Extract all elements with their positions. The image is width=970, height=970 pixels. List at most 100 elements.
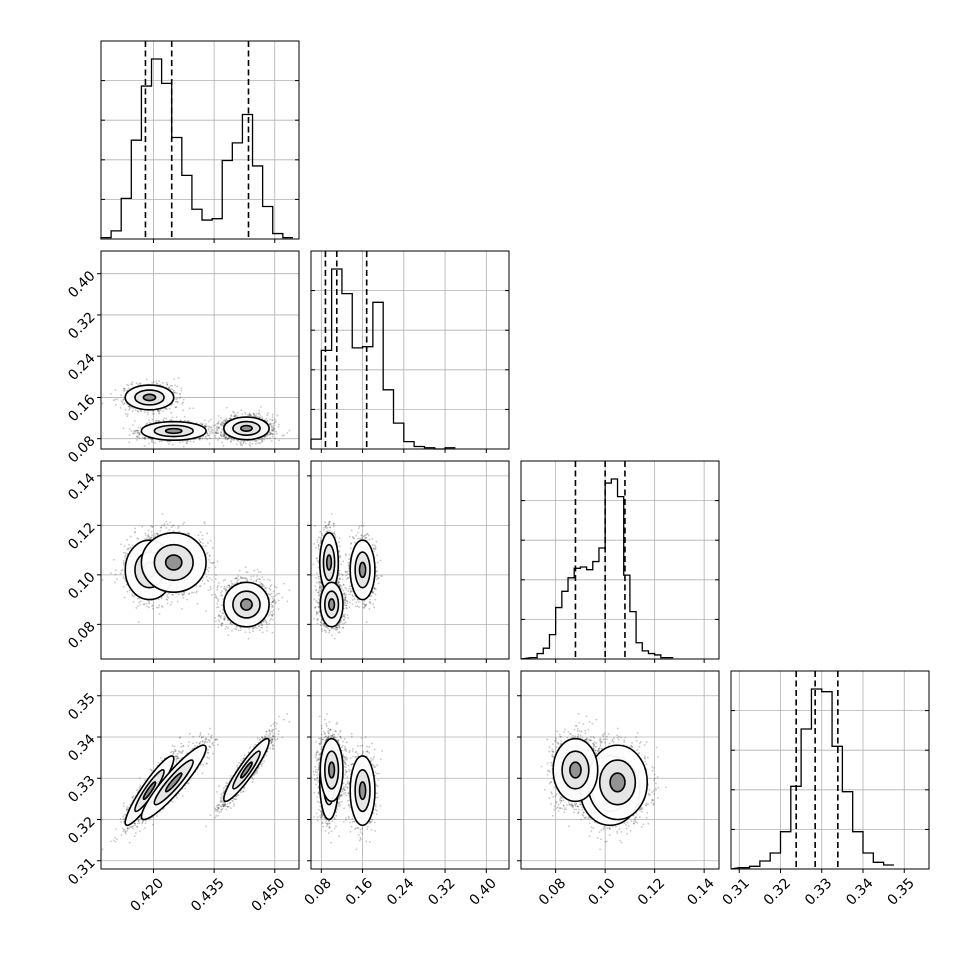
sample-point [246, 571, 249, 574]
sample-point [205, 575, 208, 578]
sample-point [241, 444, 244, 447]
sample-point [242, 442, 245, 445]
sample-point [185, 442, 188, 444]
sample-point [120, 394, 123, 397]
sample-point [144, 532, 147, 535]
sample-point [261, 440, 264, 443]
sample-point [235, 414, 238, 417]
sample-point [131, 383, 134, 386]
sample-point [151, 441, 154, 444]
sample-point [261, 439, 264, 441]
sample-point [114, 389, 117, 391]
sample-point [138, 437, 141, 440]
sample-point [270, 423, 273, 426]
sample-point [249, 445, 252, 447]
sample-point [266, 578, 269, 581]
sample-point [249, 413, 252, 416]
sample-point [270, 428, 273, 431]
sample-point [269, 619, 271, 622]
sample-point [221, 423, 224, 426]
sample-point [198, 437, 201, 440]
sample-point [174, 384, 176, 387]
sample-point [224, 436, 227, 439]
sample-point [203, 424, 206, 427]
sample-point [135, 382, 138, 385]
sample-point [122, 586, 125, 588]
sample-point [159, 409, 162, 411]
sample-point [139, 383, 142, 385]
sample-point [266, 434, 269, 437]
sample-point [236, 411, 239, 414]
sample-point [176, 401, 179, 404]
sample-point [137, 429, 139, 432]
sample-point [270, 433, 272, 436]
sample-point [210, 430, 213, 433]
sample-point [215, 427, 218, 430]
sample-point [128, 434, 131, 436]
sample-point [269, 437, 271, 440]
sample-point [204, 425, 207, 428]
sample-point [173, 392, 176, 394]
sample-point [272, 427, 275, 429]
sample-point [205, 425, 208, 428]
sample-point [174, 406, 177, 409]
sample-point [178, 397, 181, 400]
sample-point [222, 444, 225, 447]
sample-point [179, 419, 182, 422]
sample-point [144, 436, 147, 439]
sample-point [124, 413, 127, 415]
sample-point [182, 445, 185, 448]
sample-point [270, 429, 273, 432]
sample-point [241, 577, 244, 580]
sample-point [143, 603, 146, 605]
sample-point [216, 432, 218, 435]
sample-point [271, 419, 274, 422]
sample-point [180, 387, 183, 390]
scatter-p1-p2 [101, 377, 291, 448]
sample-point [266, 437, 269, 440]
sample-point [209, 437, 211, 439]
sample-point [236, 439, 239, 442]
sample-point [183, 415, 186, 418]
sample-point [272, 430, 275, 433]
sample-point [200, 423, 203, 426]
sample-point [278, 439, 280, 442]
sample-point [253, 414, 256, 417]
sample-point [199, 436, 202, 439]
sample-point [234, 415, 237, 417]
sample-point [223, 435, 225, 438]
sample-point [221, 594, 223, 597]
sample-point [142, 437, 145, 440]
sample-point [275, 430, 278, 433]
sample-point [221, 441, 224, 444]
sample-point [268, 433, 271, 436]
sample-point [122, 398, 125, 401]
sample-point [270, 440, 273, 442]
sample-point [207, 429, 210, 431]
sample-point [274, 437, 277, 440]
sample-point [178, 392, 181, 395]
sample-point [124, 555, 126, 558]
y-tick-label: 0.16 [65, 392, 98, 425]
sample-point [286, 431, 289, 434]
sample-point [195, 590, 198, 593]
sample-point [269, 423, 271, 426]
sample-point [174, 406, 177, 409]
sample-point [223, 434, 226, 436]
sample-point [148, 419, 150, 422]
sample-point [269, 432, 272, 434]
sample-point [158, 412, 161, 415]
sample-point [269, 431, 272, 434]
sample-point [271, 429, 274, 432]
sample-point [161, 513, 164, 515]
sample-point [135, 435, 138, 438]
sample-point [230, 415, 233, 418]
sample-point [249, 414, 252, 416]
sample-point [260, 438, 263, 441]
sample-point [181, 402, 184, 405]
sample-point [232, 439, 235, 441]
sample-point [240, 409, 243, 412]
sample-point [248, 414, 251, 417]
sample-point [257, 438, 260, 441]
sample-point [176, 385, 179, 388]
